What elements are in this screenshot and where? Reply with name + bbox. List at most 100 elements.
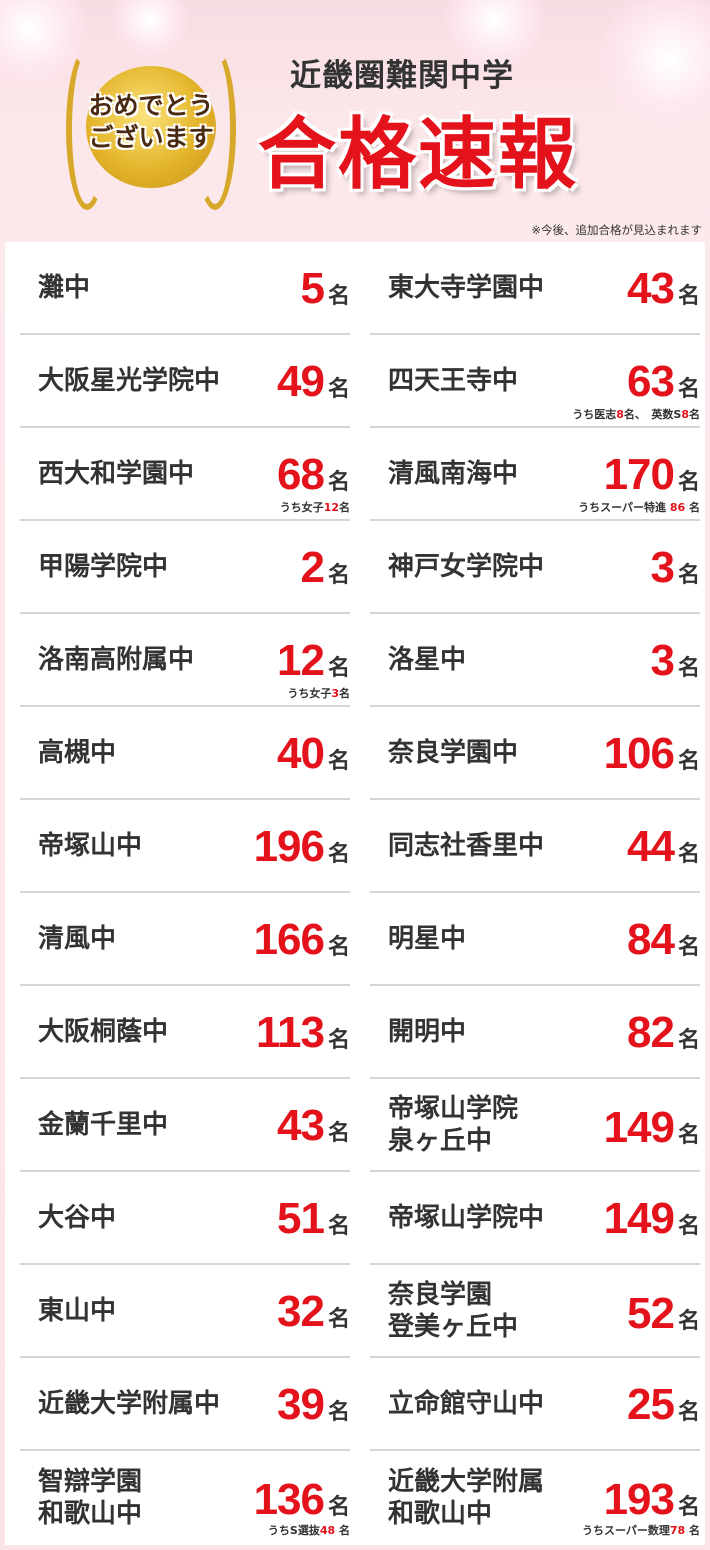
laurel-icon <box>194 48 236 210</box>
pass-count: 113 名 <box>256 1008 350 1058</box>
breakdown-note-part: 名 <box>685 1524 700 1537</box>
school-result: 神戸女学院中 3 名 <box>370 521 700 614</box>
breakdown-note: うちスーパー特進 86 名 <box>578 499 700 515</box>
school-result: 近畿大学附属 和歌山中 193 名 うちスーパー数理78 名 <box>370 1451 700 1544</box>
pass-count: 32 名 <box>277 1287 350 1337</box>
pass-count-number: 196 <box>253 822 325 871</box>
school-name: 帝塚山学院 泉ヶ丘中 <box>388 1093 519 1156</box>
pass-count-unit: 名 <box>327 377 350 402</box>
school-result: 立命館守山中 25 名 <box>370 1358 700 1451</box>
school-result: 同志社香里中 44 名 <box>370 800 700 893</box>
pass-count-number: 32 <box>277 1287 325 1336</box>
header: おめでとう ございます 近畿圏難関中学 合格速報 ※今後、追加合格が見込まれます <box>0 0 710 242</box>
laurel-icon <box>66 48 108 210</box>
pass-count-unit: 名 <box>677 1400 700 1425</box>
school-name: 高槻中 <box>38 737 117 768</box>
school-result: 帝塚山学院 泉ヶ丘中 149 名 <box>370 1079 700 1172</box>
breakdown-note-part: 名 <box>339 687 350 700</box>
pass-count-unit: 名 <box>327 284 350 309</box>
page-subtitle: 近畿圏難関中学 <box>290 58 514 94</box>
breakdown-note-part: 名、 英数S <box>623 408 682 421</box>
pass-count-number: 149 <box>603 1194 675 1243</box>
breakdown-note: うちS選抜48 名 <box>268 1522 350 1538</box>
pass-count: 25 名 <box>627 1380 700 1430</box>
pass-count-number: 63 <box>627 357 675 406</box>
breakdown-note-part: 3 <box>331 687 339 700</box>
breakdown-note: うちスーパー数理78 名 <box>582 1522 700 1538</box>
pass-count: 43 名 <box>277 1101 350 1151</box>
results-grid: 灘中 5 名 東大寺学園中 43 名 大阪星光学院中 49 名 四天王寺中 63… <box>5 242 705 1544</box>
breakdown-note-part: 名 <box>689 408 700 421</box>
school-name: 立命館守山中 <box>388 1388 545 1419</box>
results-panel: 灘中 5 名 東大寺学園中 43 名 大阪星光学院中 49 名 四天王寺中 63… <box>5 242 705 1545</box>
pass-count: 106 名 <box>604 729 700 779</box>
school-name: 清風南海中 <box>388 458 519 489</box>
school-name: 東大寺学園中 <box>388 272 545 303</box>
pass-count-number: 106 <box>603 729 675 778</box>
pass-count-number: 12 <box>277 636 325 685</box>
breakdown-note-part: 名 <box>685 501 700 514</box>
pass-count: 12 名 <box>277 636 350 686</box>
pass-count: 136 名 <box>254 1475 350 1525</box>
pass-count-unit: 名 <box>677 749 700 774</box>
pass-count-unit: 名 <box>677 656 700 681</box>
breakdown-note: うち女子12名 <box>280 499 350 515</box>
school-name: 奈良学園 登美ヶ丘中 <box>388 1279 519 1342</box>
pass-count-number: 193 <box>603 1475 675 1524</box>
pass-count: 39 名 <box>277 1380 350 1430</box>
pass-count-number: 40 <box>277 729 325 778</box>
school-result: 帝塚山中 196 名 <box>20 800 350 893</box>
school-result: 洛南高附属中 12 名 うち女子3名 <box>20 614 350 707</box>
pass-count-unit: 名 <box>677 842 700 867</box>
breakdown-note-part: うちS選抜 <box>267 1524 320 1537</box>
pass-count-number: 82 <box>627 1008 675 1057</box>
school-name: 奈良学園中 <box>388 737 519 768</box>
school-result: 大阪星光学院中 49 名 <box>20 335 350 428</box>
pass-count-unit: 名 <box>677 1214 700 1239</box>
pass-count: 166 名 <box>254 915 350 965</box>
pass-count-number: 113 <box>256 1008 325 1057</box>
pass-count: 3 名 <box>651 543 701 593</box>
pass-count-number: 3 <box>650 543 676 592</box>
pass-count-number: 43 <box>277 1101 325 1150</box>
pass-count-unit: 名 <box>677 377 700 402</box>
pass-count: 84 名 <box>627 915 700 965</box>
pass-count-unit: 名 <box>327 1495 350 1520</box>
pass-count: 149 名 <box>604 1103 700 1153</box>
school-name: 帝塚山学院中 <box>388 1202 545 1233</box>
pass-count-unit: 名 <box>677 470 700 495</box>
pass-count-number: 166 <box>253 915 325 964</box>
pass-count-unit: 名 <box>677 1028 700 1053</box>
school-result: 四天王寺中 63 名 うち医志8名、 英数S8名 <box>370 335 700 428</box>
school-result: 大谷中 51 名 <box>20 1172 350 1265</box>
congratulations-medal: おめでとう ございます <box>66 48 236 210</box>
pass-count-unit: 名 <box>327 1028 350 1053</box>
school-result: 明星中 84 名 <box>370 893 700 986</box>
school-name: 洛南高附属中 <box>38 644 195 675</box>
school-name: 清風中 <box>38 923 117 954</box>
school-name: 智辯学園 和歌山中 <box>38 1466 143 1529</box>
badge-line-2: ございます <box>88 123 214 152</box>
school-name: 金蘭千里中 <box>38 1109 169 1140</box>
pass-count-number: 3 <box>650 636 676 685</box>
pass-count-number: 136 <box>253 1475 325 1524</box>
pass-count: 2 名 <box>301 543 351 593</box>
school-result: 東大寺学園中 43 名 <box>370 242 700 335</box>
school-result: 甲陽学院中 2 名 <box>20 521 350 614</box>
breakdown-note-part: うちスーパー特進 <box>578 501 670 514</box>
school-result: 金蘭千里中 43 名 <box>20 1079 350 1172</box>
school-result: 清風南海中 170 名 うちスーパー特進 86 名 <box>370 428 700 521</box>
breakdown-note-part: うちスーパー数理 <box>581 1524 670 1537</box>
pass-count: 44 名 <box>627 822 700 872</box>
pass-count-number: 44 <box>627 822 675 871</box>
breakdown-note-part: 78 <box>669 1524 686 1537</box>
pass-count-number: 25 <box>627 1380 675 1429</box>
school-name: 同志社香里中 <box>388 830 545 861</box>
pass-count: 68 名 <box>277 450 350 500</box>
school-name: 明星中 <box>388 923 467 954</box>
breakdown-note-part: 8 <box>681 408 689 421</box>
school-result: 大阪桐蔭中 113 名 <box>20 986 350 1079</box>
breakdown-note-part: うち女子 <box>287 687 332 700</box>
breakdown-note-part: 48 <box>319 1524 336 1537</box>
pass-count-unit: 名 <box>327 470 350 495</box>
